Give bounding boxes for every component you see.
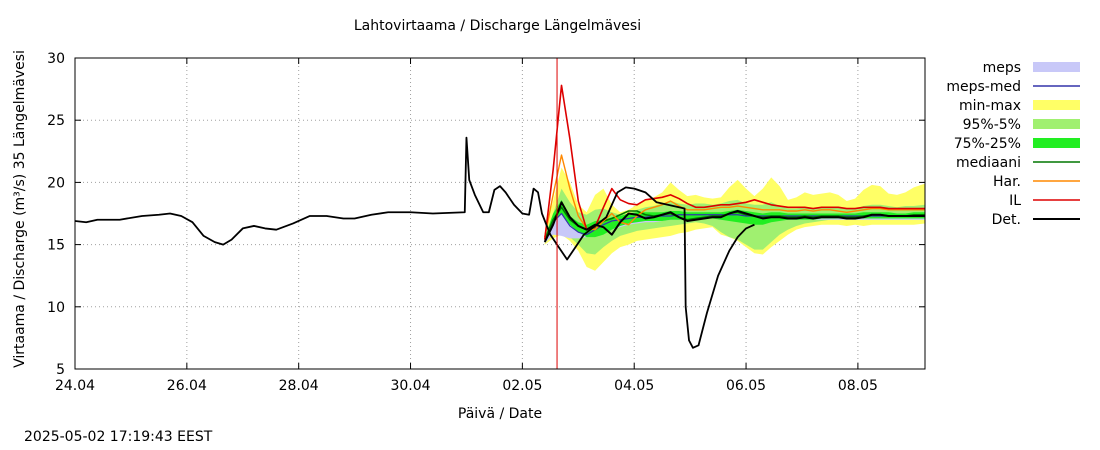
x-tick-label: 26.04: [167, 378, 207, 394]
legend-swatch: [1033, 62, 1080, 72]
legend-label: 75%-25%: [954, 136, 1021, 152]
x-tick-label: 08.05: [838, 378, 878, 394]
legend-label: meps: [983, 60, 1021, 76]
band-75-25: [544, 199, 925, 241]
legend-label: IL: [1009, 193, 1021, 209]
legend-label: min-max: [959, 98, 1021, 114]
legend-label: mediaani: [956, 155, 1021, 171]
x-tick-label: 04.05: [614, 378, 654, 394]
x-tick-label: 24.04: [55, 378, 95, 394]
y-tick-label: 15: [47, 238, 65, 254]
plot-border: [74, 57, 926, 370]
y-tick-label: 30: [47, 51, 65, 67]
series-det-forecast: [543, 201, 925, 243]
legend-label: Det.: [992, 212, 1021, 228]
x-tick-label: 02.05: [502, 378, 542, 394]
x-tick-label: 06.05: [726, 378, 766, 394]
legend-label: 95%-5%: [963, 117, 1021, 133]
y-tick-label: 10: [47, 300, 65, 316]
x-axis-label: Päivä / Date: [457, 406, 543, 422]
chart-title: Lahtovirtaama / Discharge Längelmävesi: [353, 18, 642, 34]
x-tick-label: 28.04: [279, 378, 319, 394]
legend-label: meps-med: [946, 79, 1021, 95]
series-har: [544, 154, 925, 238]
legend-swatch: [1033, 100, 1080, 110]
y-tick-label: 20: [47, 175, 65, 191]
series-il: [543, 84, 925, 240]
y-tick-label: 25: [47, 113, 65, 129]
legend-label: Har.: [993, 174, 1021, 190]
series-det-observed: [75, 136, 755, 349]
legend-swatch: [1033, 138, 1080, 148]
legend-swatch: [1033, 119, 1080, 129]
generated-timestamp: 2025-05-02 17:19:43 EEST: [24, 429, 213, 445]
y-tick-label: 5: [56, 362, 65, 378]
x-tick-label: 30.04: [390, 378, 430, 394]
